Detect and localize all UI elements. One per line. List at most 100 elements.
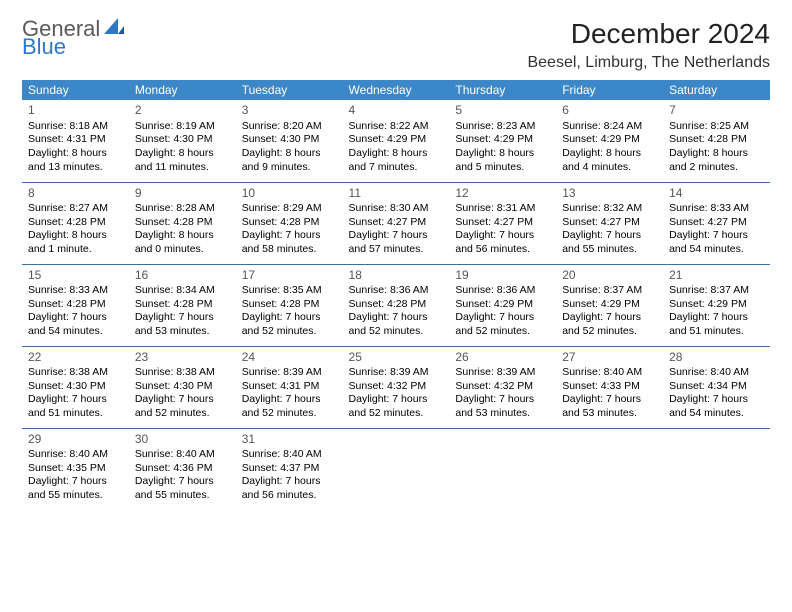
day-header: Tuesday <box>236 80 343 100</box>
calendar-empty-cell <box>663 428 770 510</box>
sunset-line: Sunset: 4:29 PM <box>455 133 550 147</box>
sunrise-line: Sunrise: 8:25 AM <box>669 120 764 134</box>
sunset-line: Sunset: 4:30 PM <box>28 380 123 394</box>
header: General Blue December 2024 Beesel, Limbu… <box>22 18 770 72</box>
calendar-day-cell: 26Sunrise: 8:39 AMSunset: 4:32 PMDayligh… <box>449 346 556 428</box>
day-number: 17 <box>242 268 337 284</box>
logo: General Blue <box>22 18 124 58</box>
sunrise-line: Sunrise: 8:36 AM <box>349 284 444 298</box>
calendar-day-cell: 8Sunrise: 8:27 AMSunset: 4:28 PMDaylight… <box>22 182 129 264</box>
daylight-line: Daylight: 7 hours and 54 minutes. <box>28 311 123 338</box>
day-number: 23 <box>135 350 230 366</box>
day-number: 5 <box>455 103 550 119</box>
day-header: Monday <box>129 80 236 100</box>
daylight-line: Daylight: 8 hours and 5 minutes. <box>455 147 550 174</box>
daylight-line: Daylight: 7 hours and 55 minutes. <box>135 475 230 502</box>
sunrise-line: Sunrise: 8:40 AM <box>242 448 337 462</box>
sunset-line: Sunset: 4:28 PM <box>28 216 123 230</box>
sunset-line: Sunset: 4:28 PM <box>28 298 123 312</box>
sunrise-line: Sunrise: 8:33 AM <box>28 284 123 298</box>
sunset-line: Sunset: 4:28 PM <box>135 216 230 230</box>
calendar-day-cell: 15Sunrise: 8:33 AMSunset: 4:28 PMDayligh… <box>22 264 129 346</box>
sunrise-line: Sunrise: 8:40 AM <box>669 366 764 380</box>
daylight-line: Daylight: 7 hours and 51 minutes. <box>28 393 123 420</box>
calendar-day-cell: 24Sunrise: 8:39 AMSunset: 4:31 PMDayligh… <box>236 346 343 428</box>
day-number: 24 <box>242 350 337 366</box>
sunrise-line: Sunrise: 8:39 AM <box>242 366 337 380</box>
day-number: 26 <box>455 350 550 366</box>
day-number: 30 <box>135 432 230 448</box>
sunset-line: Sunset: 4:30 PM <box>135 380 230 394</box>
sunrise-line: Sunrise: 8:24 AM <box>562 120 657 134</box>
day-number: 7 <box>669 103 764 119</box>
sunset-line: Sunset: 4:30 PM <box>135 133 230 147</box>
sunrise-line: Sunrise: 8:31 AM <box>455 202 550 216</box>
day-number: 22 <box>28 350 123 366</box>
day-number: 25 <box>349 350 444 366</box>
daylight-line: Daylight: 8 hours and 1 minute. <box>28 229 123 256</box>
daylight-line: Daylight: 7 hours and 52 minutes. <box>562 311 657 338</box>
daylight-line: Daylight: 7 hours and 52 minutes. <box>455 311 550 338</box>
calendar-day-cell: 13Sunrise: 8:32 AMSunset: 4:27 PMDayligh… <box>556 182 663 264</box>
sunrise-line: Sunrise: 8:32 AM <box>562 202 657 216</box>
daylight-line: Daylight: 7 hours and 54 minutes. <box>669 229 764 256</box>
daylight-line: Daylight: 8 hours and 4 minutes. <box>562 147 657 174</box>
sunset-line: Sunset: 4:31 PM <box>242 380 337 394</box>
calendar-day-cell: 28Sunrise: 8:40 AMSunset: 4:34 PMDayligh… <box>663 346 770 428</box>
calendar-day-cell: 18Sunrise: 8:36 AMSunset: 4:28 PMDayligh… <box>343 264 450 346</box>
sunrise-line: Sunrise: 8:38 AM <box>28 366 123 380</box>
daylight-line: Daylight: 7 hours and 52 minutes. <box>242 311 337 338</box>
day-header: Saturday <box>663 80 770 100</box>
day-number: 29 <box>28 432 123 448</box>
day-number: 12 <box>455 186 550 202</box>
daylight-line: Daylight: 7 hours and 52 minutes. <box>242 393 337 420</box>
daylight-line: Daylight: 7 hours and 57 minutes. <box>349 229 444 256</box>
sunset-line: Sunset: 4:31 PM <box>28 133 123 147</box>
calendar-empty-cell <box>343 428 450 510</box>
calendar-week-row: 22Sunrise: 8:38 AMSunset: 4:30 PMDayligh… <box>22 346 770 428</box>
sunset-line: Sunset: 4:28 PM <box>349 298 444 312</box>
sunrise-line: Sunrise: 8:37 AM <box>669 284 764 298</box>
sunset-line: Sunset: 4:35 PM <box>28 462 123 476</box>
daylight-line: Daylight: 8 hours and 2 minutes. <box>669 147 764 174</box>
day-number: 21 <box>669 268 764 284</box>
sunset-line: Sunset: 4:33 PM <box>562 380 657 394</box>
sunset-line: Sunset: 4:29 PM <box>349 133 444 147</box>
day-header: Thursday <box>449 80 556 100</box>
calendar-empty-cell <box>556 428 663 510</box>
location: Beesel, Limburg, The Netherlands <box>527 54 770 72</box>
sunset-line: Sunset: 4:29 PM <box>562 298 657 312</box>
day-number: 18 <box>349 268 444 284</box>
calendar-day-cell: 31Sunrise: 8:40 AMSunset: 4:37 PMDayligh… <box>236 428 343 510</box>
sunset-line: Sunset: 4:28 PM <box>135 298 230 312</box>
calendar-week-row: 15Sunrise: 8:33 AMSunset: 4:28 PMDayligh… <box>22 264 770 346</box>
sunrise-line: Sunrise: 8:40 AM <box>28 448 123 462</box>
calendar-day-cell: 1Sunrise: 8:18 AMSunset: 4:31 PMDaylight… <box>22 100 129 182</box>
title-block: December 2024 Beesel, Limburg, The Nethe… <box>527 18 770 72</box>
calendar-week-row: 1Sunrise: 8:18 AMSunset: 4:31 PMDaylight… <box>22 100 770 182</box>
sunrise-line: Sunrise: 8:37 AM <box>562 284 657 298</box>
sunset-line: Sunset: 4:27 PM <box>455 216 550 230</box>
day-number: 19 <box>455 268 550 284</box>
daylight-line: Daylight: 7 hours and 52 minutes. <box>349 311 444 338</box>
calendar-day-cell: 3Sunrise: 8:20 AMSunset: 4:30 PMDaylight… <box>236 100 343 182</box>
calendar-table: SundayMondayTuesdayWednesdayThursdayFrid… <box>22 80 770 510</box>
day-number: 28 <box>669 350 764 366</box>
daylight-line: Daylight: 8 hours and 9 minutes. <box>242 147 337 174</box>
sunrise-line: Sunrise: 8:20 AM <box>242 120 337 134</box>
sunrise-line: Sunrise: 8:18 AM <box>28 120 123 134</box>
sunset-line: Sunset: 4:28 PM <box>669 133 764 147</box>
sunset-line: Sunset: 4:27 PM <box>669 216 764 230</box>
calendar-day-cell: 27Sunrise: 8:40 AMSunset: 4:33 PMDayligh… <box>556 346 663 428</box>
sunset-line: Sunset: 4:29 PM <box>562 133 657 147</box>
day-number: 2 <box>135 103 230 119</box>
calendar-day-cell: 10Sunrise: 8:29 AMSunset: 4:28 PMDayligh… <box>236 182 343 264</box>
calendar-day-cell: 25Sunrise: 8:39 AMSunset: 4:32 PMDayligh… <box>343 346 450 428</box>
sunset-line: Sunset: 4:30 PM <box>242 133 337 147</box>
sunset-line: Sunset: 4:32 PM <box>349 380 444 394</box>
sunset-line: Sunset: 4:37 PM <box>242 462 337 476</box>
month-title: December 2024 <box>527 18 770 50</box>
sunrise-line: Sunrise: 8:33 AM <box>669 202 764 216</box>
daylight-line: Daylight: 8 hours and 7 minutes. <box>349 147 444 174</box>
daylight-line: Daylight: 7 hours and 55 minutes. <box>28 475 123 502</box>
